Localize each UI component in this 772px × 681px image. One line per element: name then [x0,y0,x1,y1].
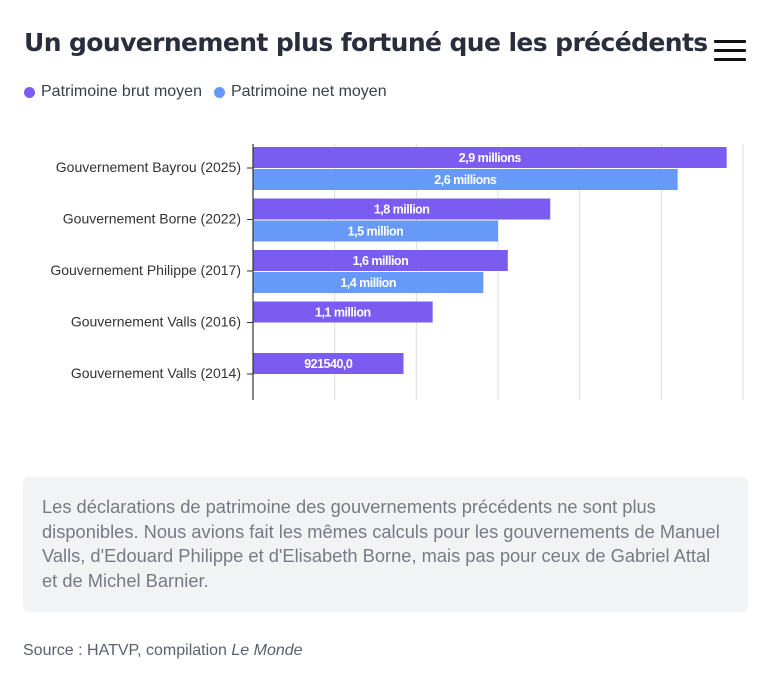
info-note: Les déclarations de patrimoine des gouve… [23,477,748,612]
legend-dot-gross [24,86,35,98]
data-label: 1,1 million [315,306,371,320]
data-label: 1,4 million [340,276,396,290]
bar-gross [253,250,508,271]
data-label: 1,6 million [353,254,409,268]
category-label: Gouvernement Valls (2014) [71,365,241,381]
legend-item-net: Patrimoine net moyen [213,83,387,101]
data-label: 2,9 millions [459,151,522,165]
bar-net [253,169,678,190]
source-text: Source : HATVP, compilation [23,642,232,659]
chart-title: Un gouvernement plus fortuné que les pré… [24,28,708,57]
source-publication: Le Monde [231,642,303,659]
bar-gross [253,353,404,374]
bar-net [253,220,498,242]
category-label: Gouvernement Philippe (2017) [50,262,241,278]
category-label: Gouvernement Valls (2016) [71,314,241,330]
bar-gross [253,147,727,168]
legend: Patrimoine brut moyen Patrimoine net moy… [24,83,387,101]
category-label: Gouvernement Borne (2022) [63,211,241,227]
bar-chart: Gouvernement Bayrou (2025) 2,9 millions 2,… [50,144,744,400]
menu-icon[interactable] [714,40,746,62]
legend-dot-net [213,86,225,98]
legend-label-net: Patrimoine net moyen [230,83,387,100]
data-label: 921540,0 [304,357,353,371]
bar-net [253,272,484,293]
legend-item-gross: Patrimoine brut moyen [24,83,202,101]
data-label: 1,8 million [374,203,430,217]
source-line: Source : HATVP, compilation Le Monde [23,642,303,660]
data-label: 1,5 million [348,225,404,239]
data-label: 2,6 millions [434,173,497,187]
category-label: Gouvernement Bayrou (2025) [56,159,241,175]
legend-label-gross: Patrimoine brut moyen [41,83,202,100]
bar-gross [253,301,433,323]
bar-gross [253,198,551,220]
